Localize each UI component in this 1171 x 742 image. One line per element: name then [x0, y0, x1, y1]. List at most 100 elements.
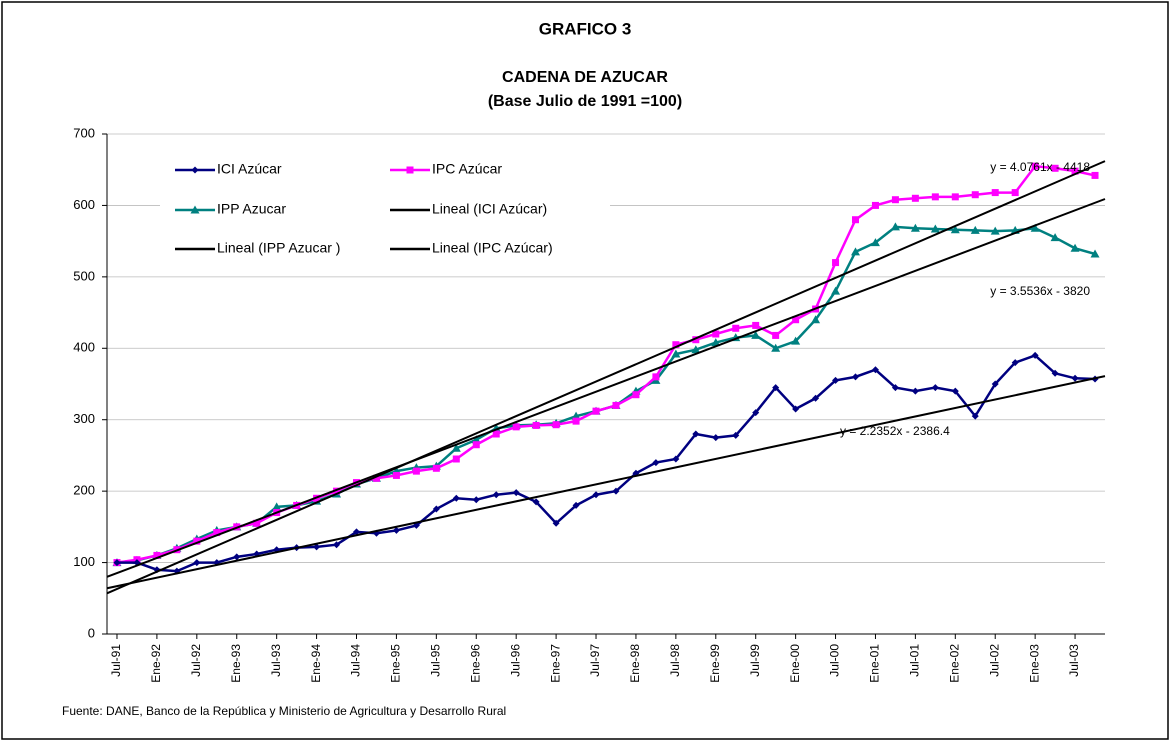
marker — [512, 423, 520, 431]
marker — [931, 384, 939, 392]
marker — [552, 519, 560, 527]
marker — [951, 387, 959, 395]
y-tick-label: 300 — [73, 411, 95, 426]
marker — [1051, 369, 1059, 377]
marker — [406, 166, 414, 174]
marker — [792, 316, 800, 324]
marker — [432, 464, 440, 472]
marker — [871, 201, 879, 209]
x-tick-label: Ene-99 — [708, 644, 722, 683]
marker — [711, 338, 721, 347]
marker — [971, 191, 979, 199]
marker — [1031, 351, 1039, 359]
marker — [971, 412, 979, 420]
marker — [153, 551, 161, 559]
source: Fuente: DANE, Banco de la República y Mi… — [62, 704, 506, 718]
marker — [732, 431, 740, 439]
marker — [852, 373, 859, 381]
x-tick-label: Jul-98 — [668, 644, 682, 677]
x-tick-label: Jul-03 — [1067, 644, 1081, 677]
marker — [472, 496, 480, 504]
marker — [272, 502, 282, 511]
marker — [692, 336, 700, 344]
x-tick-label: Jul-94 — [349, 644, 363, 677]
marker — [612, 401, 620, 409]
x-tick-label: Jul-96 — [508, 644, 522, 677]
marker — [851, 247, 860, 256]
marker — [1031, 162, 1039, 170]
trend-equation: y = 2.2352x - 2386.4 — [840, 424, 950, 438]
heading: GRAFICO 3 — [539, 19, 632, 38]
marker — [333, 487, 341, 495]
legend-label: IPP Azucar — [217, 201, 286, 217]
y-tick-label: 200 — [73, 483, 95, 498]
legend-box — [160, 150, 610, 268]
x-tick-label: Jul-99 — [748, 644, 762, 677]
marker — [652, 459, 660, 467]
marker — [692, 430, 700, 438]
x-tick-label: Jul-02 — [987, 644, 1001, 677]
marker — [791, 336, 801, 345]
legend-label: Lineal (IPC Azúcar) — [432, 240, 553, 256]
x-tick-label: Ene-95 — [389, 644, 403, 683]
marker — [512, 489, 520, 497]
x-tick-label: Ene-02 — [947, 644, 961, 683]
marker — [671, 349, 681, 358]
legend-label: IPC Azúcar — [432, 161, 502, 177]
marker — [910, 223, 920, 232]
marker — [612, 487, 620, 495]
y-tick-label: 100 — [73, 554, 95, 569]
marker — [190, 205, 200, 214]
y-tick-label: 600 — [73, 197, 95, 212]
x-tick-label: Jul-00 — [828, 644, 842, 677]
marker — [1051, 164, 1059, 172]
x-tick-label: Ene-96 — [468, 644, 482, 683]
x-tick-label: Ene-94 — [309, 644, 323, 683]
marker — [891, 384, 899, 392]
marker — [1011, 189, 1019, 197]
x-tick-label: Jul-97 — [588, 644, 602, 677]
marker — [832, 259, 840, 267]
trend-equation: y = 3.5536x - 3820 — [990, 284, 1090, 298]
marker — [492, 491, 500, 499]
marker — [451, 443, 461, 452]
marker — [911, 387, 919, 395]
marker — [832, 376, 840, 384]
marker — [712, 330, 720, 338]
marker — [811, 315, 821, 324]
marker — [652, 373, 660, 381]
trend-line — [106, 198, 1106, 578]
x-tick-label: Ene-92 — [149, 644, 163, 683]
y-tick-label: 700 — [73, 125, 95, 140]
x-tick-label: Jul-93 — [269, 644, 283, 677]
marker — [213, 529, 221, 537]
marker — [672, 341, 680, 349]
marker — [472, 441, 480, 449]
marker — [752, 321, 760, 329]
marker — [990, 226, 1000, 235]
marker — [1071, 167, 1079, 175]
x-tick-label: Jul-92 — [189, 644, 203, 677]
marker — [672, 455, 680, 463]
marker — [233, 553, 241, 561]
marker — [751, 330, 761, 339]
marker — [572, 501, 580, 509]
legend-label: ICI Azúcar — [217, 161, 282, 177]
marker — [1030, 223, 1040, 232]
x-tick-label: Ene-98 — [628, 644, 642, 683]
marker — [452, 455, 460, 463]
marker — [732, 324, 740, 332]
marker — [113, 559, 121, 567]
marker — [951, 193, 959, 201]
trend-line — [106, 160, 1106, 595]
marker — [191, 166, 199, 174]
chart-subtitle: (Base Julio de 1991 =100) — [488, 93, 682, 110]
marker — [592, 407, 600, 415]
marker — [353, 528, 360, 536]
marker — [1091, 171, 1099, 179]
x-tick-label: Jul-91 — [109, 644, 123, 677]
y-tick-label: 500 — [73, 268, 95, 283]
marker — [333, 541, 341, 549]
marker — [930, 224, 940, 233]
